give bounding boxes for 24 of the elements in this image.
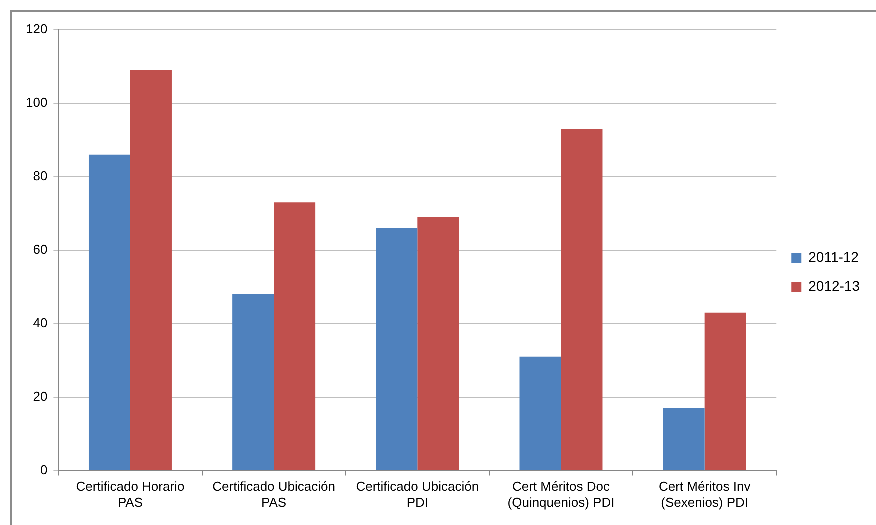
bar [232, 294, 274, 470]
y-tick-label: 20 [33, 388, 48, 404]
y-tick-label: 40 [33, 315, 48, 330]
bar [376, 228, 418, 470]
bar [520, 356, 562, 470]
x-tick-label: Certificado Ubicación PAS [212, 479, 336, 510]
bar [274, 202, 316, 470]
bar [704, 312, 746, 470]
legend-label: 2011-12 [808, 248, 860, 265]
x-tick-label: Certificado Ubicación PDI [356, 479, 480, 510]
x-tick-label: Certificado Horario PAS [76, 479, 185, 510]
bar [561, 129, 603, 470]
bar [88, 154, 130, 470]
x-tick-label: Cert Méritos Doc (Quinquenios) PDI [508, 479, 615, 510]
x-tick-label: Cert Méritos Inv (Sexenios) PDI [658, 479, 752, 510]
legend-label: 2012-13 [808, 278, 860, 294]
y-tick-label: 0 [40, 462, 48, 478]
y-tick-label: 60 [33, 242, 48, 257]
y-tick-label: 80 [33, 168, 48, 184]
y-tick-label: 120 [26, 22, 48, 37]
bar [130, 70, 172, 470]
y-tick-label: 100 [26, 95, 48, 110]
bar [663, 408, 705, 470]
bar [418, 217, 460, 470]
